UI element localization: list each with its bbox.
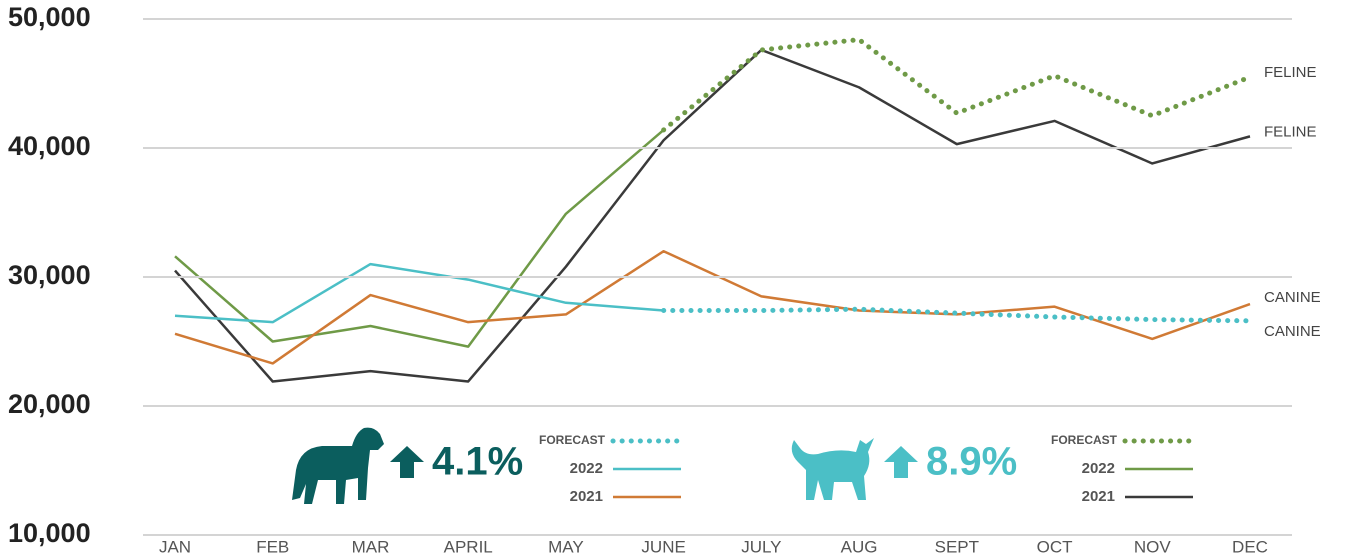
end-label: CANINE (1264, 289, 1321, 306)
series-line (174, 262, 664, 324)
change-label: 8.9% (926, 440, 1017, 484)
x-tick-label: MAY (548, 537, 584, 556)
legend-label: 2021 (570, 488, 603, 505)
x-tick-label: MAR (352, 537, 390, 556)
series-line (174, 48, 1251, 383)
x-tick-label: APRIL (444, 537, 493, 556)
end-label: CANINE (1264, 323, 1321, 340)
series-line (661, 37, 1253, 133)
up-arrow (390, 446, 424, 478)
legend-label: FORECAST (1051, 433, 1118, 447)
x-tick-label: AUG (841, 537, 878, 556)
change-label: 4.1% (432, 440, 523, 484)
x-tick-label: SEPT (935, 537, 979, 556)
end-label: FELINE (1264, 123, 1317, 140)
y-tick-label: 10,000 (8, 518, 91, 548)
legend-label: 2022 (1082, 460, 1115, 477)
series-line (174, 249, 1251, 365)
x-tick-label: OCT (1037, 537, 1073, 556)
x-tick-label: JUNE (641, 537, 685, 556)
series-line (661, 306, 1253, 324)
x-tick-label: NOV (1134, 537, 1172, 556)
x-tick-label: DEC (1232, 537, 1268, 556)
y-tick-label: 30,000 (8, 260, 91, 290)
y-tick-label: 20,000 (8, 389, 91, 419)
y-tick-label: 50,000 (8, 2, 91, 32)
up-arrow (884, 446, 918, 478)
end-label: FELINE (1264, 64, 1317, 81)
legend-label: FORECAST (539, 433, 606, 447)
dog-icon (292, 427, 384, 504)
legend-label: 2022 (570, 460, 603, 477)
x-tick-label: JULY (741, 537, 781, 556)
x-tick-label: JAN (159, 537, 191, 556)
x-tick-label: FEB (256, 537, 289, 556)
cat-icon (791, 438, 874, 500)
y-tick-label: 40,000 (8, 131, 91, 161)
legend-label: 2021 (1082, 488, 1115, 505)
series-line (174, 128, 665, 348)
